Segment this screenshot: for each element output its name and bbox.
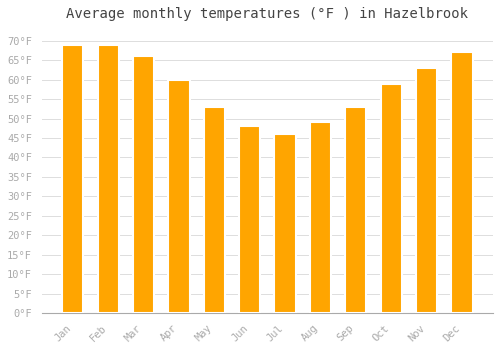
Bar	[345, 107, 366, 313]
Bar	[133, 56, 154, 313]
Bar	[239, 126, 260, 313]
Bar	[62, 44, 84, 313]
Bar	[168, 79, 190, 313]
Bar	[204, 107, 225, 313]
Title: Average monthly temperatures (°F ) in Hazelbrook: Average monthly temperatures (°F ) in Ha…	[66, 7, 468, 21]
Bar	[380, 84, 402, 313]
Bar	[274, 134, 295, 313]
Bar	[310, 122, 331, 313]
Bar	[98, 44, 119, 313]
Bar	[416, 68, 437, 313]
Bar	[452, 52, 472, 313]
